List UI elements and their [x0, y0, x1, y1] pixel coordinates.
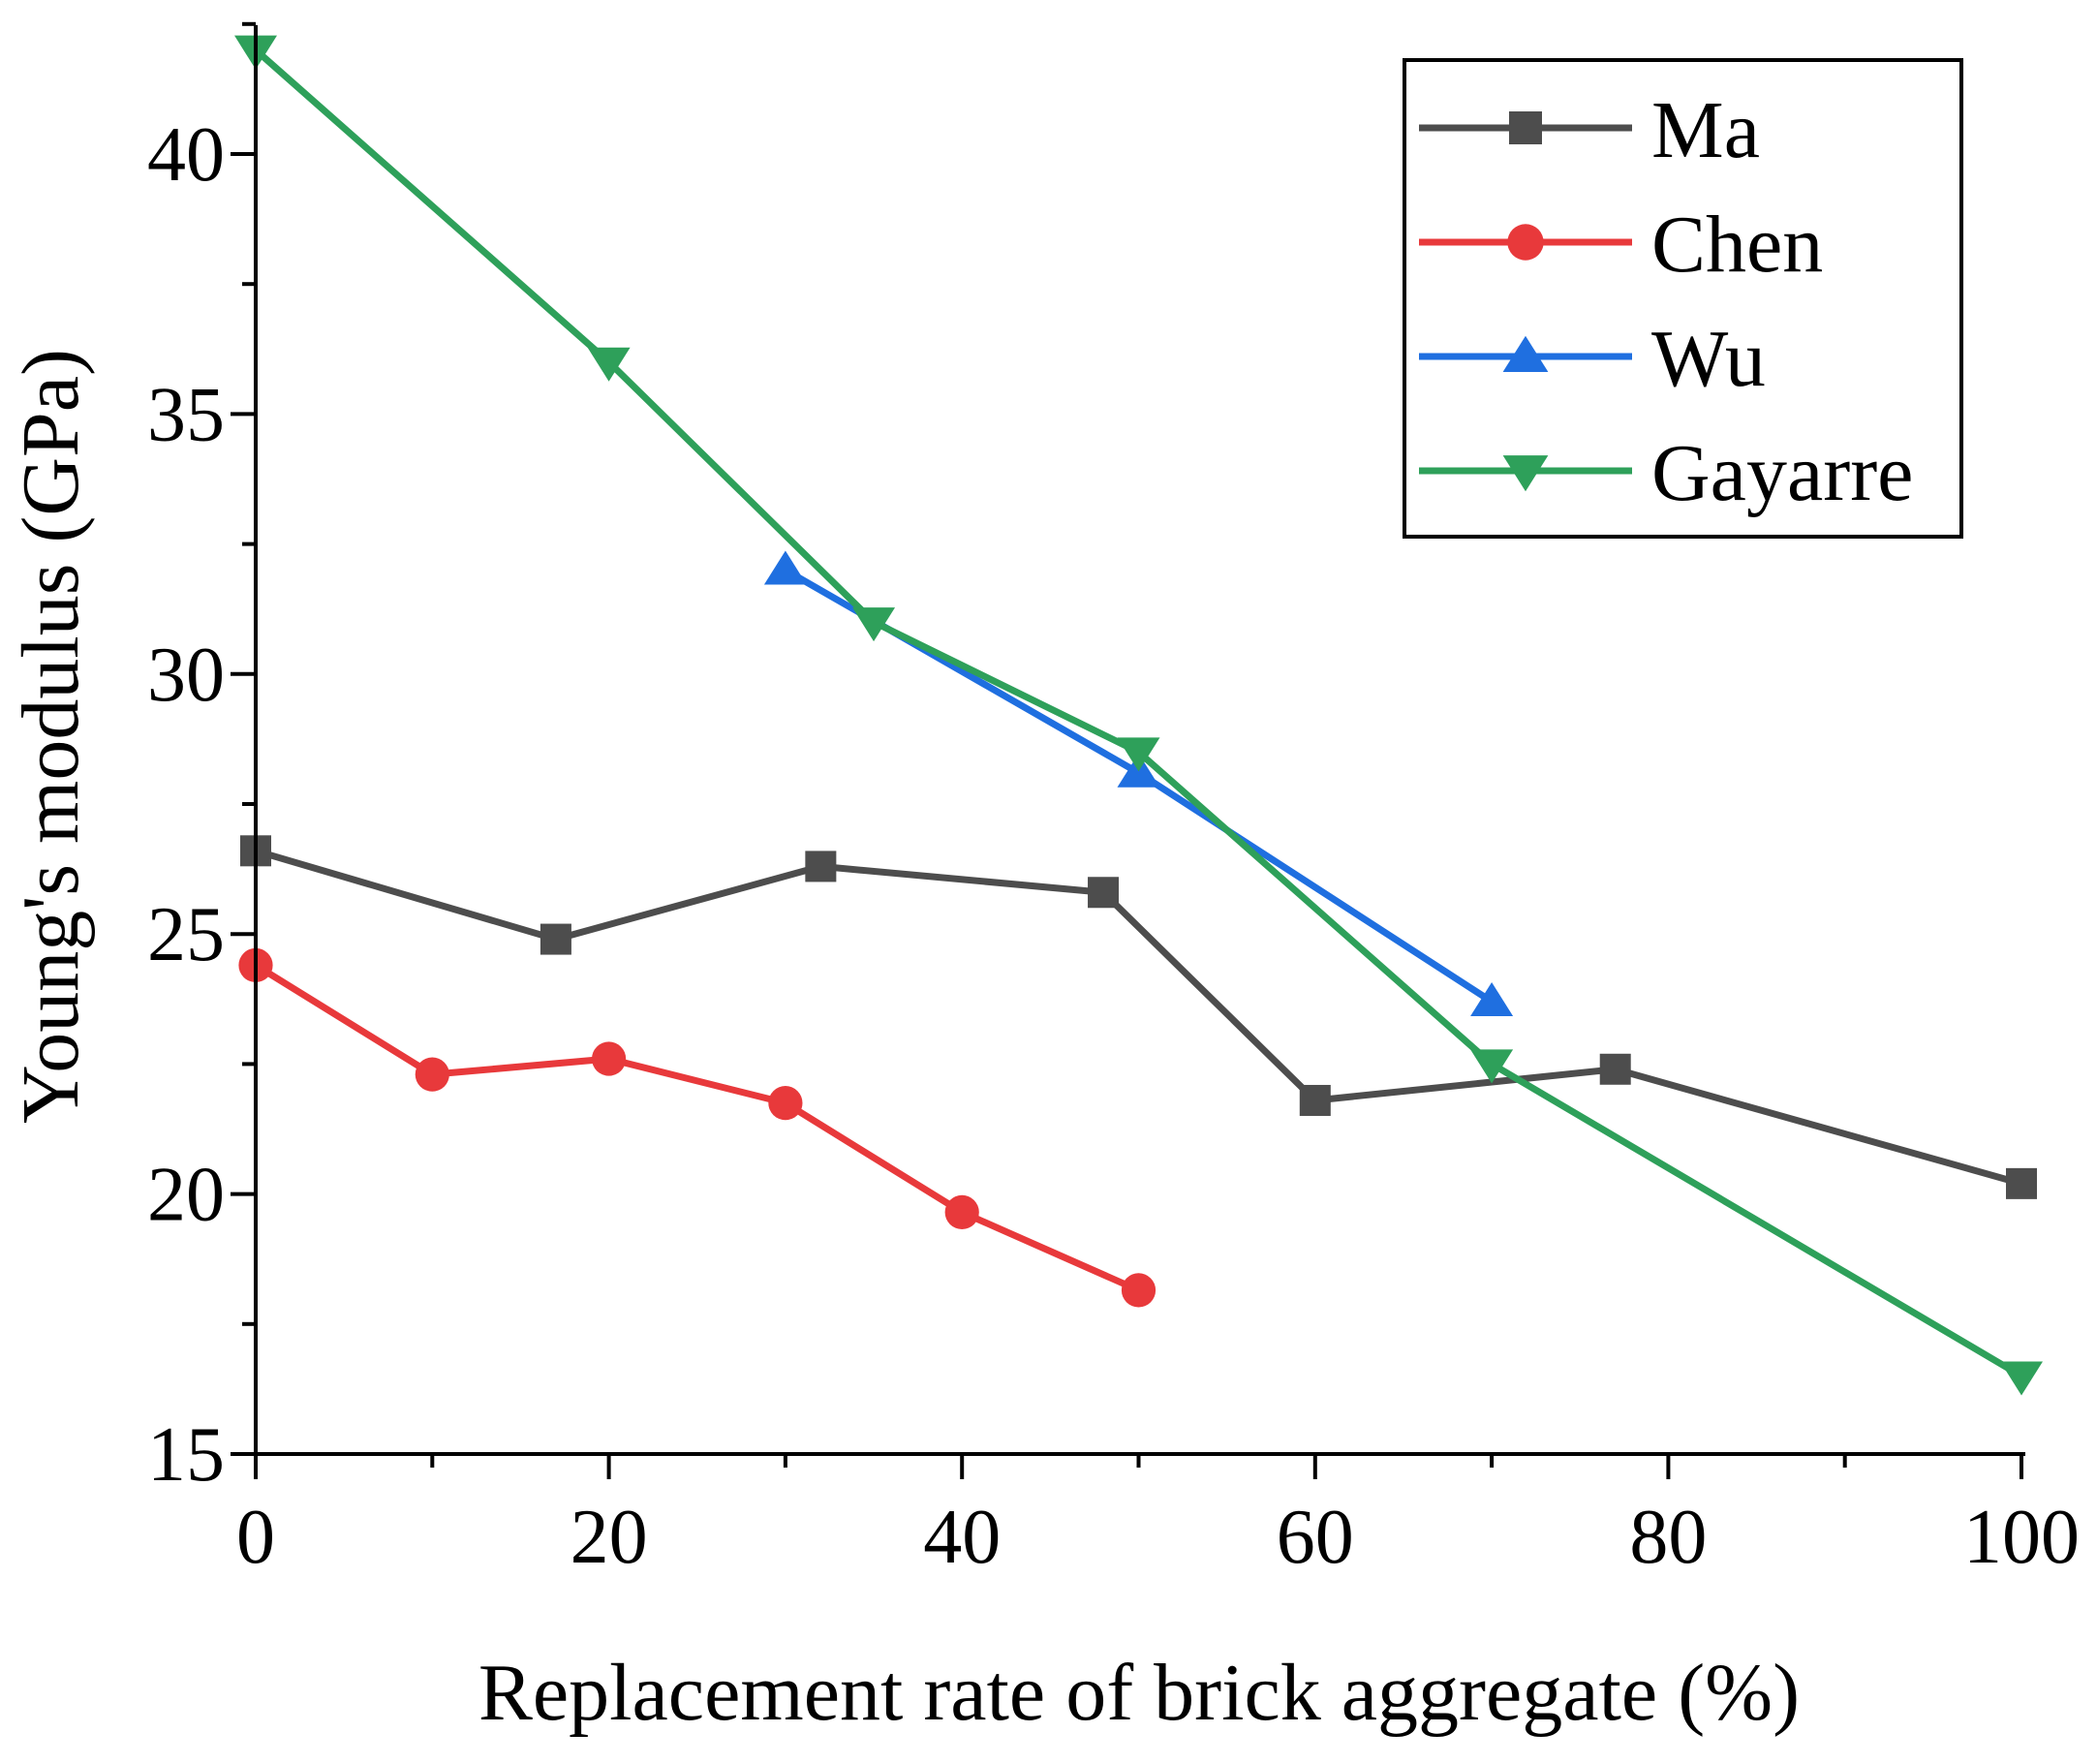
x-tick-label: 80	[1629, 1495, 1707, 1580]
data-point-chen	[768, 1086, 803, 1121]
data-point-gayarre	[1470, 1049, 1514, 1084]
series-line-chen	[254, 962, 1140, 1294]
legend-marker-chen	[1507, 224, 1544, 261]
data-point-wu	[1470, 981, 1514, 1016]
y-tick-label: 25	[147, 892, 225, 977]
data-point-ma	[1299, 1084, 1331, 1116]
legend-label-wu: Wu	[1651, 314, 1766, 404]
legend: Ma Chen Wu Gayarre	[1403, 58, 1963, 539]
data-point-ma	[1088, 877, 1120, 909]
legend-box	[1403, 58, 1963, 539]
legend-label-chen: Chen	[1651, 200, 1823, 290]
y-tick-label: 40	[147, 112, 225, 198]
legend-label-gayarre: Gayarre	[1651, 428, 1913, 518]
x-tick-label: 40	[923, 1495, 1001, 1580]
data-point-ma	[1599, 1053, 1631, 1085]
series-line-ma	[255, 847, 2022, 1188]
data-point-chen	[592, 1041, 627, 1076]
y-axis-title: Young's modulus (GPa)	[6, 349, 96, 1124]
axes: 0 20 40 60 80 100 15 20 25 30 35 40	[147, 21, 2080, 1580]
data-point-wu	[763, 550, 807, 585]
plot-area	[234, 35, 2043, 1396]
x-axis-title: Replacement rate of brick aggregate (%)	[478, 1648, 1800, 1738]
data-point-chen	[1121, 1273, 1156, 1308]
legend-marker-ma	[1509, 111, 1542, 144]
x-tick-label: 0	[236, 1495, 275, 1580]
data-point-gayarre	[1117, 737, 1160, 772]
data-point-gayarre	[587, 347, 631, 382]
y-tick-label: 20	[147, 1153, 225, 1238]
legend-marker-gayarre	[1502, 455, 1549, 492]
data-point-chen	[415, 1057, 449, 1092]
x-tick-label: 100	[1963, 1495, 2080, 1580]
x-tick-label: 20	[571, 1495, 648, 1580]
legend-label-ma: Ma	[1651, 85, 1760, 175]
legend-marker-wu	[1502, 335, 1549, 372]
series-line-gayarre	[253, 47, 2023, 1379]
y-tick-label: 35	[147, 372, 225, 457]
data-point-gayarre	[852, 607, 896, 642]
y-tick-label: 15	[147, 1412, 225, 1498]
data-point-ma	[540, 923, 571, 955]
x-tick-label: 60	[1277, 1495, 1354, 1580]
data-point-chen	[944, 1194, 979, 1229]
data-point-gayarre	[2000, 1361, 2043, 1396]
y-tick-label: 30	[147, 633, 225, 718]
data-point-ma	[805, 851, 837, 882]
data-point-ma	[2006, 1167, 2037, 1199]
